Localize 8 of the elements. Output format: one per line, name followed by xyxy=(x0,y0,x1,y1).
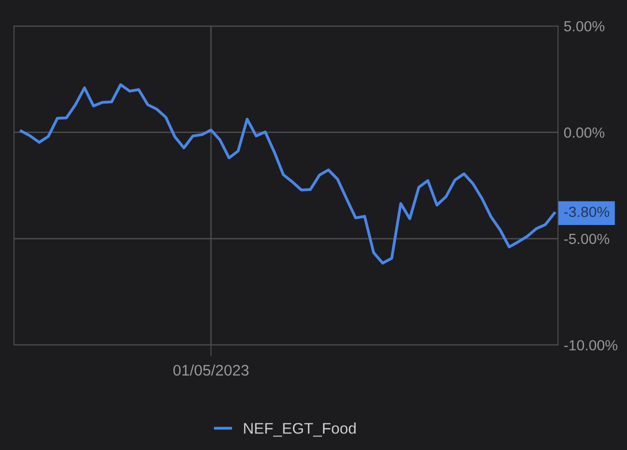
y-tick-label: 0.00% xyxy=(564,127,604,138)
legend-label: NEF_EGT_Food xyxy=(244,422,356,437)
y-tick-label: -5.00% xyxy=(564,234,610,244)
x-tick-label: 01/05/2023 xyxy=(173,364,249,376)
text: -3.80% xyxy=(564,206,610,218)
y-tick-label: 5.00% xyxy=(564,21,604,32)
y-tick-label: -10.00% xyxy=(564,340,618,350)
line-series xyxy=(20,83,556,265)
